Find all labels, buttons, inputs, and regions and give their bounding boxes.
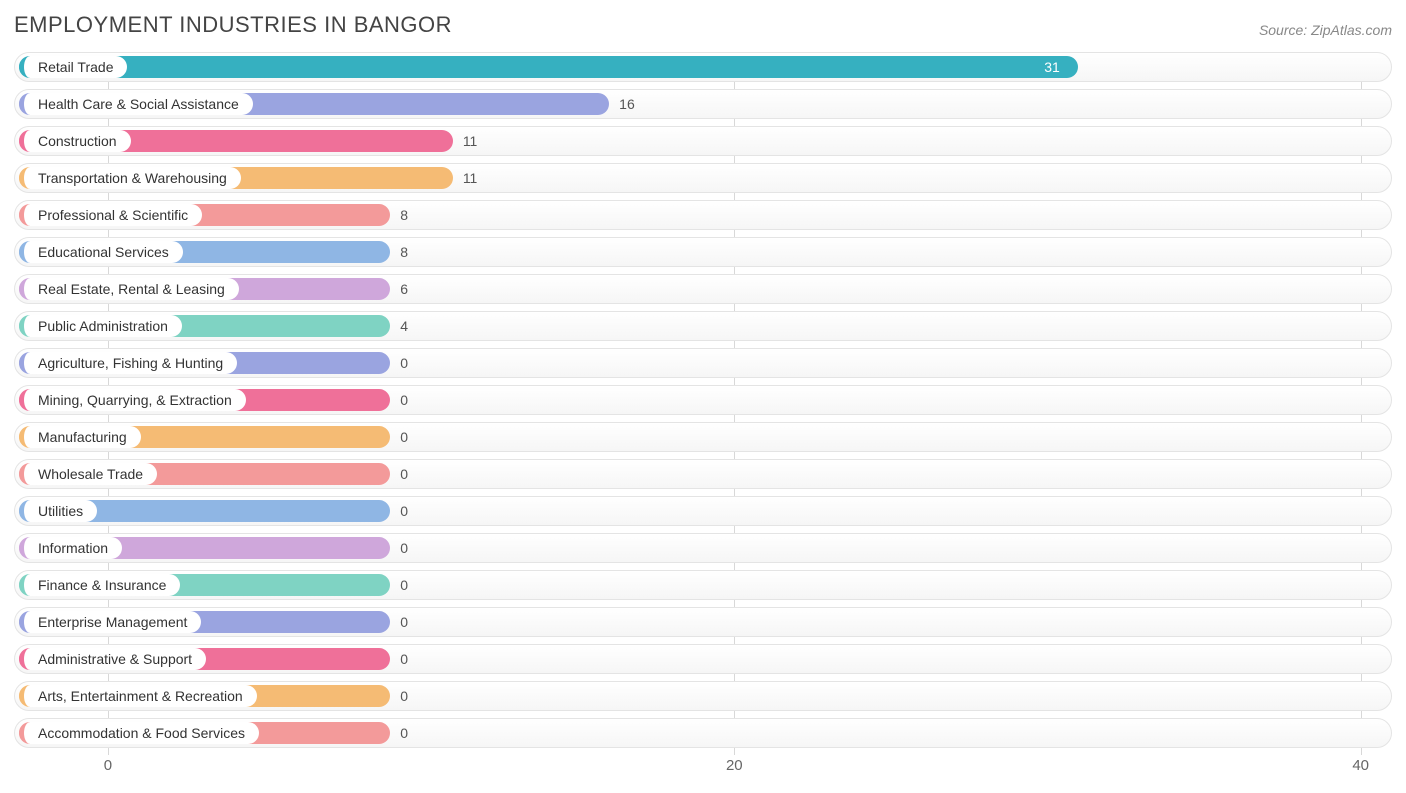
bar-category-label: Enterprise Management: [19, 611, 201, 633]
bar-row: Agriculture, Fishing & Hunting 0: [14, 348, 1392, 378]
bar-value-label: 0: [400, 349, 408, 377]
bar-row: Construction 11: [14, 126, 1392, 156]
bar-row: Transportation & Warehousing 11: [14, 163, 1392, 193]
chart-rows: Retail Trade 31 Health Care & Social Assis…: [14, 52, 1392, 748]
bar-row: Utilities 0: [14, 496, 1392, 526]
bar-category-label: Retail Trade: [19, 56, 127, 78]
bar-value-label: 0: [400, 608, 408, 636]
bar-value-label: 8: [400, 201, 408, 229]
bar-value-label: 11: [463, 164, 478, 192]
axis-tick-label: 40: [1352, 757, 1369, 774]
bar-value-label: 6: [400, 275, 408, 303]
bar-value-label: 31: [1044, 53, 1060, 81]
bar-fill: [19, 56, 1078, 78]
bar-value-label: 16: [619, 90, 635, 118]
bar-row: Manufacturing 0: [14, 422, 1392, 452]
bar-value-label: 0: [400, 460, 408, 488]
bar-category-label: Real Estate, Rental & Leasing: [19, 278, 239, 300]
bar-value-label: 8: [400, 238, 408, 266]
bar-value-label: 0: [400, 571, 408, 599]
employment-bar-chart: Retail Trade 31 Health Care & Social Assis…: [14, 52, 1392, 781]
bar-value-label: 0: [400, 645, 408, 673]
chart-header: EMPLOYMENT INDUSTRIES IN BANGOR Source: …: [14, 12, 1392, 38]
bar-category-label: Public Administration: [19, 315, 182, 337]
bar-category-label: Educational Services: [19, 241, 183, 263]
bar-row: Enterprise Management 0: [14, 607, 1392, 637]
bar-row: Finance & Insurance 0: [14, 570, 1392, 600]
bar-category-label: Arts, Entertainment & Recreation: [19, 685, 257, 707]
bar-category-label: Finance & Insurance: [19, 574, 180, 596]
bar-value-label: 0: [400, 534, 408, 562]
chart-source: Source: ZipAtlas.com: [1259, 22, 1392, 38]
bar-category-label: Manufacturing: [19, 426, 141, 448]
bar-row: Professional & Scientific 8: [14, 200, 1392, 230]
bar-category-label: Construction: [19, 130, 131, 152]
bar-category-label: Wholesale Trade: [19, 463, 157, 485]
bar-row: Retail Trade 31: [14, 52, 1392, 82]
bar-category-label: Information: [19, 537, 122, 559]
bar-row: Health Care & Social Assistance 16: [14, 89, 1392, 119]
bar-category-label: Professional & Scientific: [19, 204, 202, 226]
bar-value-label: 0: [400, 719, 408, 747]
bar-value-label: 0: [400, 497, 408, 525]
bar-category-label: Agriculture, Fishing & Hunting: [19, 352, 237, 374]
bar-row: Accommodation & Food Services 0: [14, 718, 1392, 748]
bar-category-label: Utilities: [19, 500, 97, 522]
chart-x-axis: 0 20 40: [14, 755, 1392, 781]
axis-tick-label: 0: [104, 757, 112, 774]
bar-value-label: 0: [400, 682, 408, 710]
bar-value-label: 4: [400, 312, 408, 340]
bar-category-label: Accommodation & Food Services: [19, 722, 259, 744]
bar-row: Educational Services 8: [14, 237, 1392, 267]
bar-row: Mining, Quarrying, & Extraction 0: [14, 385, 1392, 415]
bar-row: Information 0: [14, 533, 1392, 563]
bar-row: Wholesale Trade 0: [14, 459, 1392, 489]
bar-value-label: 0: [400, 386, 408, 414]
chart-title: EMPLOYMENT INDUSTRIES IN BANGOR: [14, 12, 452, 38]
bar-row: Real Estate, Rental & Leasing 6: [14, 274, 1392, 304]
bar-row: Administrative & Support 0: [14, 644, 1392, 674]
bar-category-label: Health Care & Social Assistance: [19, 93, 253, 115]
bar-value-label: 0: [400, 423, 408, 451]
bar-value-label: 11: [463, 127, 478, 155]
bar-category-label: Transportation & Warehousing: [19, 167, 241, 189]
bar-category-label: Mining, Quarrying, & Extraction: [19, 389, 246, 411]
axis-tick-label: 20: [726, 757, 743, 774]
bar-row: Public Administration 4: [14, 311, 1392, 341]
bar-category-label: Administrative & Support: [19, 648, 206, 670]
bar-row: Arts, Entertainment & Recreation 0: [14, 681, 1392, 711]
